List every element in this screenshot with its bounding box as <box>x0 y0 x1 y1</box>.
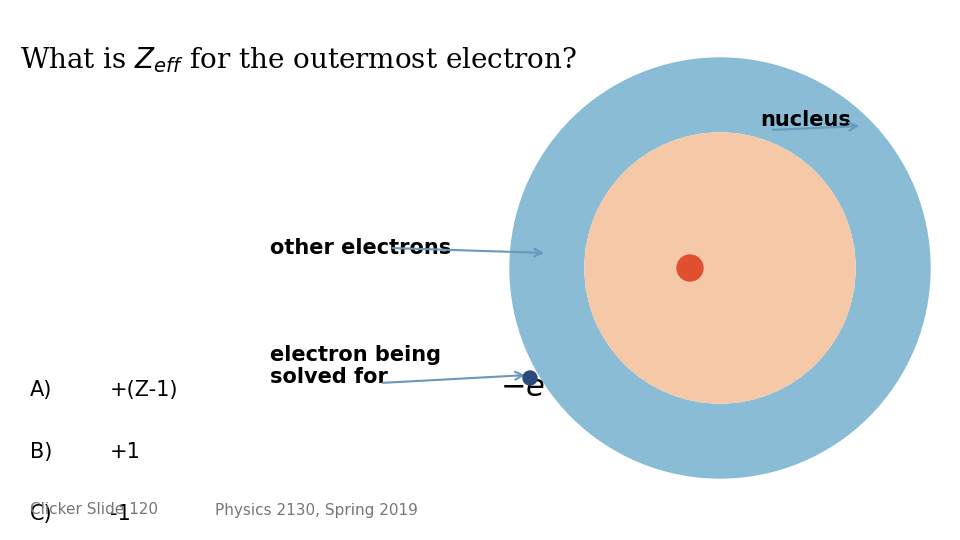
Circle shape <box>585 133 855 403</box>
Text: +1: +1 <box>110 442 141 462</box>
Text: B): B) <box>30 442 53 462</box>
Text: -1: -1 <box>110 504 131 524</box>
Text: A): A) <box>30 380 53 400</box>
Text: $-e$: $-e$ <box>500 373 545 403</box>
Text: solved for: solved for <box>270 367 388 387</box>
Text: nucleus: nucleus <box>760 110 851 130</box>
Text: electron being: electron being <box>270 345 441 365</box>
Text: $+Ze$: $+Ze$ <box>620 253 685 284</box>
Text: Physics 2130, Spring 2019: Physics 2130, Spring 2019 <box>215 503 418 517</box>
Text: What is $Z_{eff}$ for the outermost electron?: What is $Z_{eff}$ for the outermost elec… <box>20 45 577 75</box>
Text: Clicker Slide 120: Clicker Slide 120 <box>30 503 158 517</box>
Text: other electrons: other electrons <box>270 238 451 258</box>
Circle shape <box>677 255 703 281</box>
Circle shape <box>510 58 930 478</box>
Text: +(Z-1): +(Z-1) <box>110 380 179 400</box>
Circle shape <box>523 371 537 385</box>
Text: C): C) <box>30 504 53 524</box>
Circle shape <box>585 133 855 403</box>
